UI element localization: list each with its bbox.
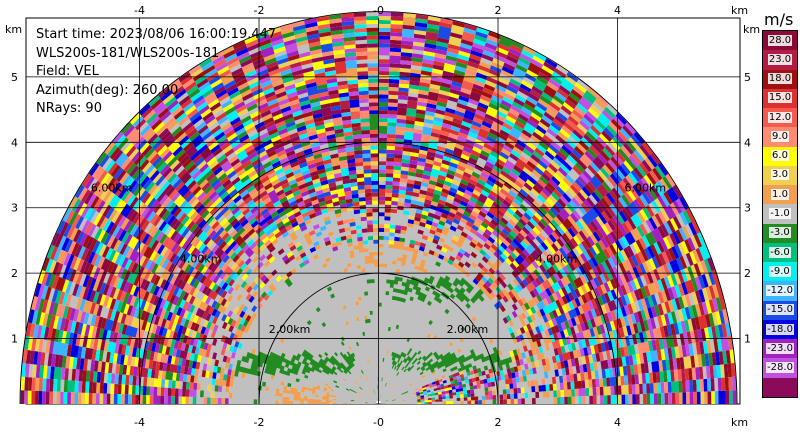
y-tick-label: 5 — [11, 71, 18, 84]
colorbar-tick-label: -9.0 — [769, 265, 791, 277]
y-tick-label: 5 — [744, 71, 751, 84]
axis-unit: km — [731, 4, 748, 17]
velocity-field — [31, 13, 738, 404]
scan-info: Start time: 2023/08/06 16:00:19.447 WLS2… — [36, 26, 276, 119]
x-tick-label: -0 — [373, 4, 384, 17]
x-tick-label: 4 — [614, 416, 621, 429]
colorbar-tick-label: -1.0 — [769, 208, 791, 219]
ring-label: 6.00km — [91, 182, 133, 195]
colorbar-tick-label: 15.0 — [767, 92, 793, 104]
y-tick-label: 1 — [11, 333, 18, 346]
range-ring — [258, 272, 499, 405]
colorbar-tick-label: -15.0 — [766, 304, 794, 316]
velocity-field — [26, 11, 736, 404]
colorbar-tick-label: 28.0 — [767, 34, 793, 46]
x-tick-label: 4 — [614, 4, 621, 17]
velocity-field — [20, 24, 730, 404]
x-tick-label: -0 — [373, 416, 384, 429]
y-tick-label: 4 — [744, 136, 751, 149]
ring-label: 2.00km — [269, 323, 311, 336]
colorbar-tick-label: 18.0 — [767, 73, 793, 85]
ring-label: 2.00km — [447, 323, 489, 336]
velocity-field — [20, 15, 734, 405]
x-tick-label: -2 — [254, 416, 265, 429]
colorbar-tick-label: 12.0 — [767, 111, 793, 123]
y-tick-label: 4 — [11, 136, 18, 149]
x-tick-label: -4 — [134, 416, 145, 429]
colorbar-tick-label: 1.0 — [771, 188, 789, 200]
x-tick-label: -2 — [254, 4, 265, 17]
ring-label: 6.00km — [625, 182, 667, 195]
colorbar-unit: m/s — [764, 10, 794, 29]
start-time: Start time: 2023/08/06 16:00:19.447 — [36, 27, 277, 42]
colorbar-tick-label: -6.0 — [769, 246, 791, 258]
axis-unit: km — [743, 23, 760, 36]
x-tick-label: 2 — [495, 416, 502, 429]
y-tick-label: 2 — [744, 267, 751, 280]
instrument-name: WLS200s-181/WLS200s-181 — [36, 45, 220, 61]
range-ring — [139, 141, 618, 405]
colorbar: 28.0 23.0 18.0 15.0 12.0 9.0 6.0 3.0 1.0 -1.0 -3.0… — [762, 30, 798, 398]
axis-unit: km — [5, 23, 22, 36]
colorbar-tick-label: -3.0 — [769, 227, 791, 239]
velocity-field — [23, 17, 737, 404]
colorbar-tick-label: -23.0 — [766, 342, 794, 354]
colorbar-tick-label: -12.0 — [766, 285, 794, 297]
colorbar-tick-label: 3.0 — [771, 169, 789, 181]
colorbar-tick-label: 6.0 — [771, 150, 789, 162]
colorbar-tick-label: -18.0 — [766, 323, 794, 335]
colorbar-tick-label: 23.0 — [767, 53, 793, 65]
azimuth-label: Azimuth(deg): 260.00 — [36, 82, 179, 98]
y-tick-label: 3 — [11, 202, 18, 215]
velocity-field — [20, 13, 727, 404]
ring-label: 4.00km — [180, 252, 222, 265]
field-label: Field: VEL — [36, 64, 99, 79]
colorbar-tick-label: 9.0 — [771, 130, 789, 142]
velocity-field — [33, 17, 720, 404]
range-ring — [19, 11, 738, 405]
ring-label: 4.00km — [536, 252, 578, 265]
colorbar-tick-label: -28.0 — [766, 362, 794, 374]
y-tick-label: 2 — [11, 267, 18, 280]
y-tick-label: 1 — [744, 333, 751, 346]
x-tick-label: -4 — [134, 4, 145, 17]
y-tick-label: 3 — [744, 202, 751, 215]
axis-unit: km — [731, 416, 748, 429]
velocity-field — [22, 21, 737, 405]
colorbar-segment — [763, 377, 797, 398]
nrays-label: NRays: 90 — [36, 101, 102, 116]
x-tick-label: 2 — [495, 4, 502, 17]
